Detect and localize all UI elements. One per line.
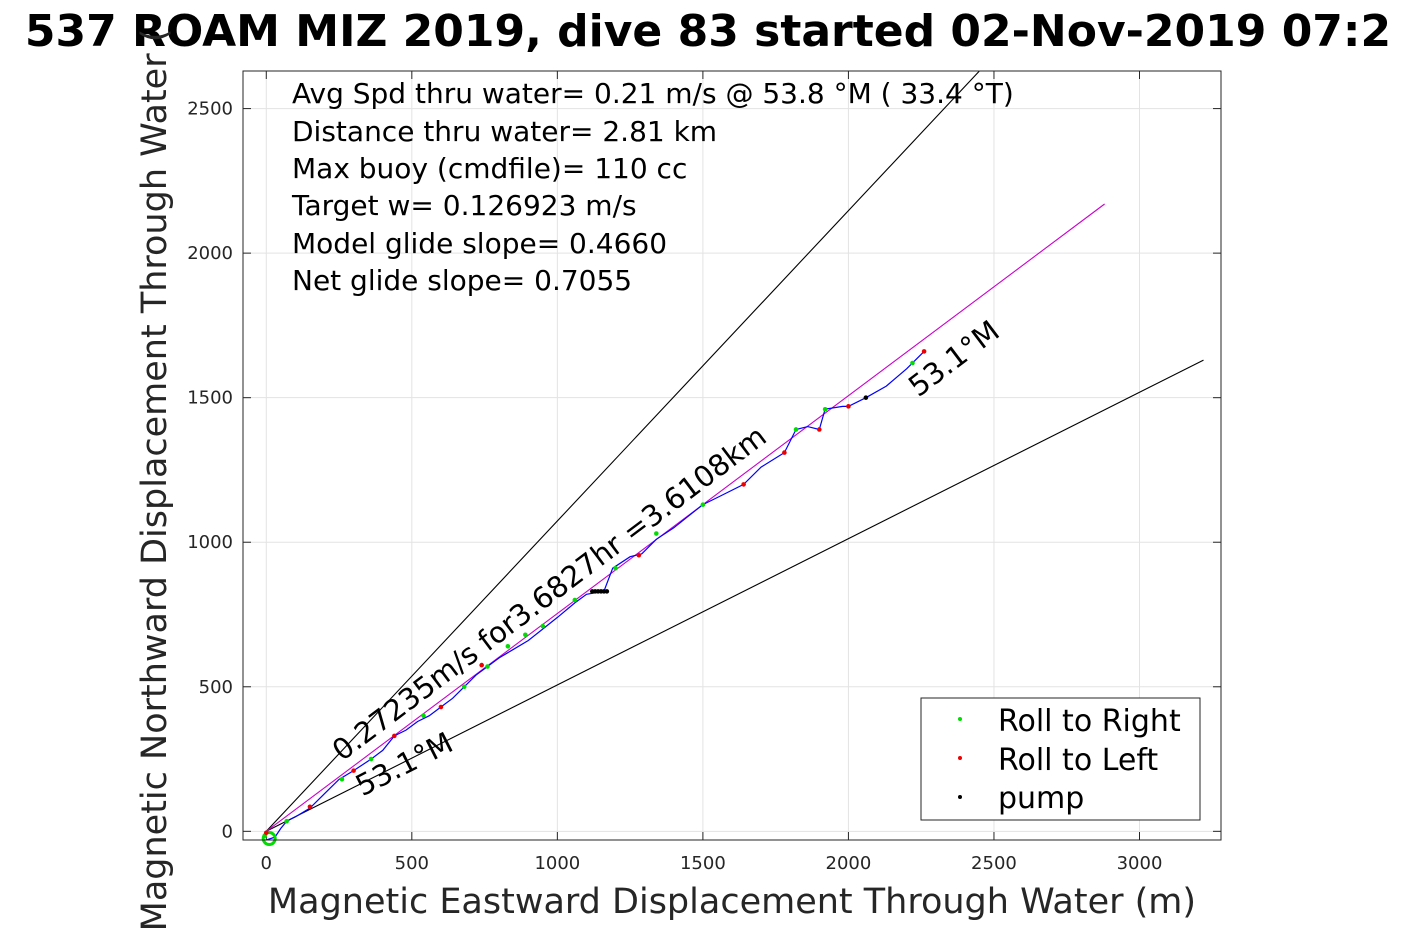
info-line: Model glide slope= 0.4660 [292, 227, 667, 260]
roll-right-point [613, 565, 618, 571]
roll-right-point [339, 776, 345, 782]
roll-left-point [307, 804, 313, 810]
reference-lines [265, 70, 1204, 832]
y-tick-label: 0 [222, 821, 233, 842]
x-tick-label: 2500 [971, 853, 1017, 874]
y-tick-label: 2000 [187, 243, 233, 264]
x-tick-label: 2000 [826, 853, 872, 874]
y-tick-label: 1500 [187, 388, 233, 409]
info-line: Distance thru water= 2.81 km [292, 115, 717, 148]
x-axis-label: Magnetic Eastward Displacement Through W… [268, 882, 1196, 922]
roll-left-point [782, 450, 787, 455]
y-axis-label: Magnetic Northward Displacement Through … [135, 29, 175, 932]
y-axis-ticks: 0 500 1000 1500 2000 2500 [187, 99, 1221, 842]
x-axis-ticks: 0 500 1000 1500 2000 2500 3000 [261, 71, 1163, 874]
roll-right-point [793, 427, 799, 432]
plot-frame [242, 70, 1222, 841]
legend-marker [958, 717, 962, 721]
roll-right-point [700, 502, 706, 507]
data-points [261, 349, 927, 847]
roll-right-point [368, 756, 374, 762]
roll-right-point [654, 531, 659, 536]
y-tick-label: 2500 [187, 99, 233, 120]
bound-upper-line [265, 70, 980, 832]
x-tick-label: 0 [261, 853, 272, 874]
bound-lower-line [266, 359, 1204, 832]
legend-box [920, 697, 1201, 821]
roll-right-point [485, 664, 490, 669]
roll-left-point [392, 733, 397, 739]
roll-left-point [846, 404, 851, 409]
roll-left-point [817, 427, 822, 432]
legend-marker [958, 756, 962, 760]
x-tick-label: 1500 [680, 853, 726, 874]
net-track-line [265, 203, 1105, 832]
y-tick-label: 500 [199, 677, 233, 698]
roll-left-point [479, 662, 484, 668]
legend-label: pump [998, 781, 1084, 816]
chart-title: 537 ROAM MIZ 2019, dive 83 started 02-No… [25, 6, 1391, 57]
info-line: Net glide slope= 0.7055 [292, 264, 632, 297]
legend: Roll to Right Roll to Left pump [920, 697, 1201, 821]
start-marker [261, 831, 277, 847]
roll-right-point [822, 406, 828, 412]
legend-label: Roll to Right [998, 704, 1181, 739]
pump-point [863, 395, 869, 400]
info-line: Avg Spd thru water= 0.21 m/s @ 53.8 °M (… [292, 77, 1014, 110]
legend-label: Roll to Left [998, 743, 1158, 778]
grid [243, 71, 1221, 840]
roll-right-point [572, 597, 578, 603]
roll-right-point [461, 684, 467, 690]
roll-right-point [505, 644, 511, 649]
roll-left-point [263, 830, 269, 836]
x-tick-label: 3000 [1117, 853, 1163, 874]
y-tick-label: 1000 [187, 532, 233, 553]
legend-marker [958, 795, 962, 799]
roll-left-point [636, 552, 642, 558]
roll-right-point [540, 623, 546, 629]
pump-point [604, 589, 610, 594]
x-tick-label: 500 [395, 853, 429, 874]
roll-left-point [438, 704, 444, 710]
roll-right-point [910, 360, 915, 366]
roll-right-point [284, 818, 289, 824]
x-tick-label: 1000 [534, 853, 580, 874]
roll-left-point [351, 768, 356, 773]
info-box: Avg Spd thru water= 0.21 m/s @ 53.8 °M (… [291, 77, 1014, 297]
roll-left-point [921, 349, 927, 354]
info-line: Max buoy (cmdfile)= 110 cc [292, 152, 687, 185]
roll-right-point [421, 713, 426, 718]
roll-left-point [741, 482, 746, 487]
roll-right-point [523, 632, 528, 638]
info-line: Target w= 0.126923 m/s [291, 189, 637, 222]
